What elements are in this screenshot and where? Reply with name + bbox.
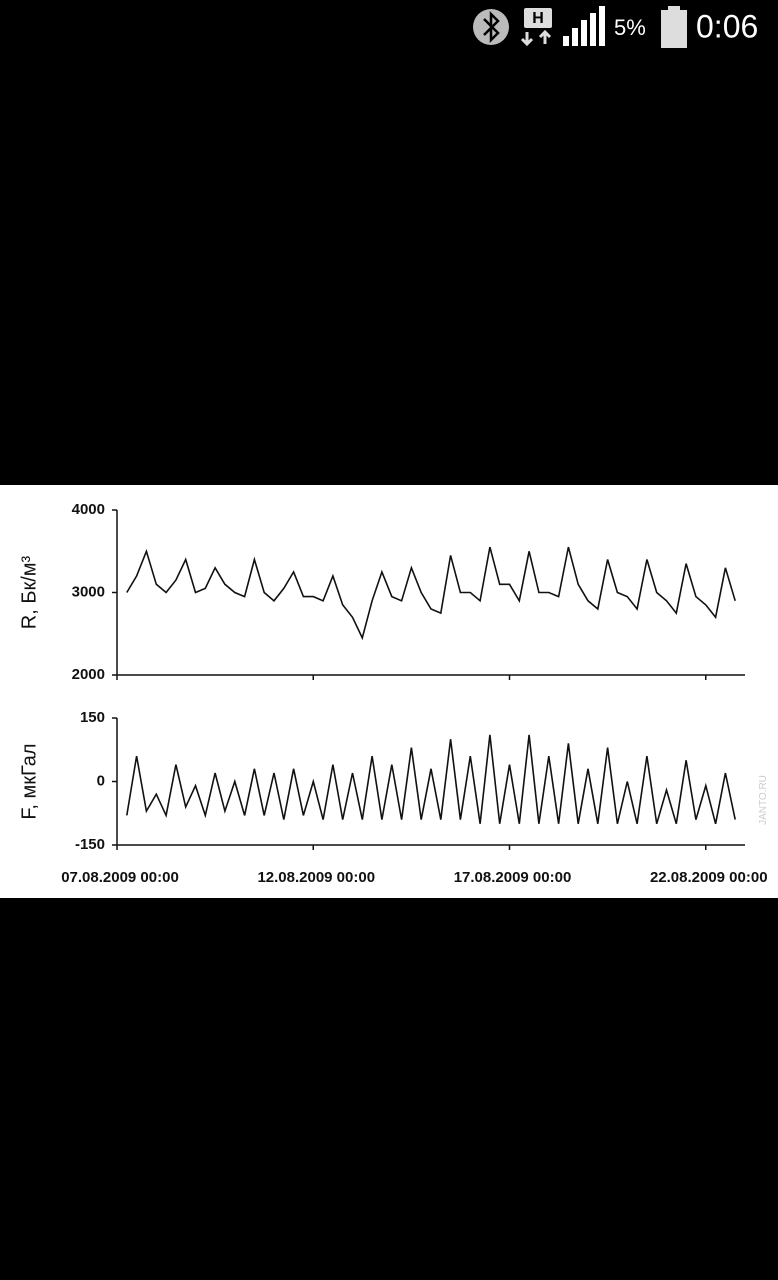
y-tick-label: 0 xyxy=(97,772,105,789)
network-badge xyxy=(524,8,552,28)
status-bar: H 5% 0:06 xyxy=(473,6,758,48)
network-type: H xyxy=(532,10,544,27)
x-tick-label: 22.08.2009 00:00 xyxy=(650,869,768,886)
y-tick-label: 4000 xyxy=(72,501,105,518)
signal-icon xyxy=(563,6,605,46)
battery-cap xyxy=(668,6,680,11)
data-line xyxy=(126,546,736,641)
y-axis-label: F, мкГал xyxy=(18,743,40,819)
y-tick-label: 2000 xyxy=(72,666,105,683)
x-tick-label: 07.08.2009 00:00 xyxy=(61,869,179,886)
battery-percent: 5% xyxy=(614,15,646,40)
y-tick-label: 3000 xyxy=(72,583,105,600)
y-axis-label: R, Бк/м³ xyxy=(18,555,40,629)
data-line xyxy=(126,734,736,825)
bluetooth-glyph xyxy=(483,10,500,44)
x-tick-label: 17.08.2009 00:00 xyxy=(454,869,572,886)
data-arrows xyxy=(520,29,552,47)
watermark: JANTO.RU xyxy=(758,775,769,825)
x-tick-label: 12.08.2009 00:00 xyxy=(257,869,375,886)
y-tick-label: -150 xyxy=(75,836,105,853)
y-tick-label: 150 xyxy=(80,709,105,726)
image-area xyxy=(0,485,778,898)
clock: 0:06 xyxy=(696,8,758,44)
battery-icon xyxy=(661,10,687,48)
